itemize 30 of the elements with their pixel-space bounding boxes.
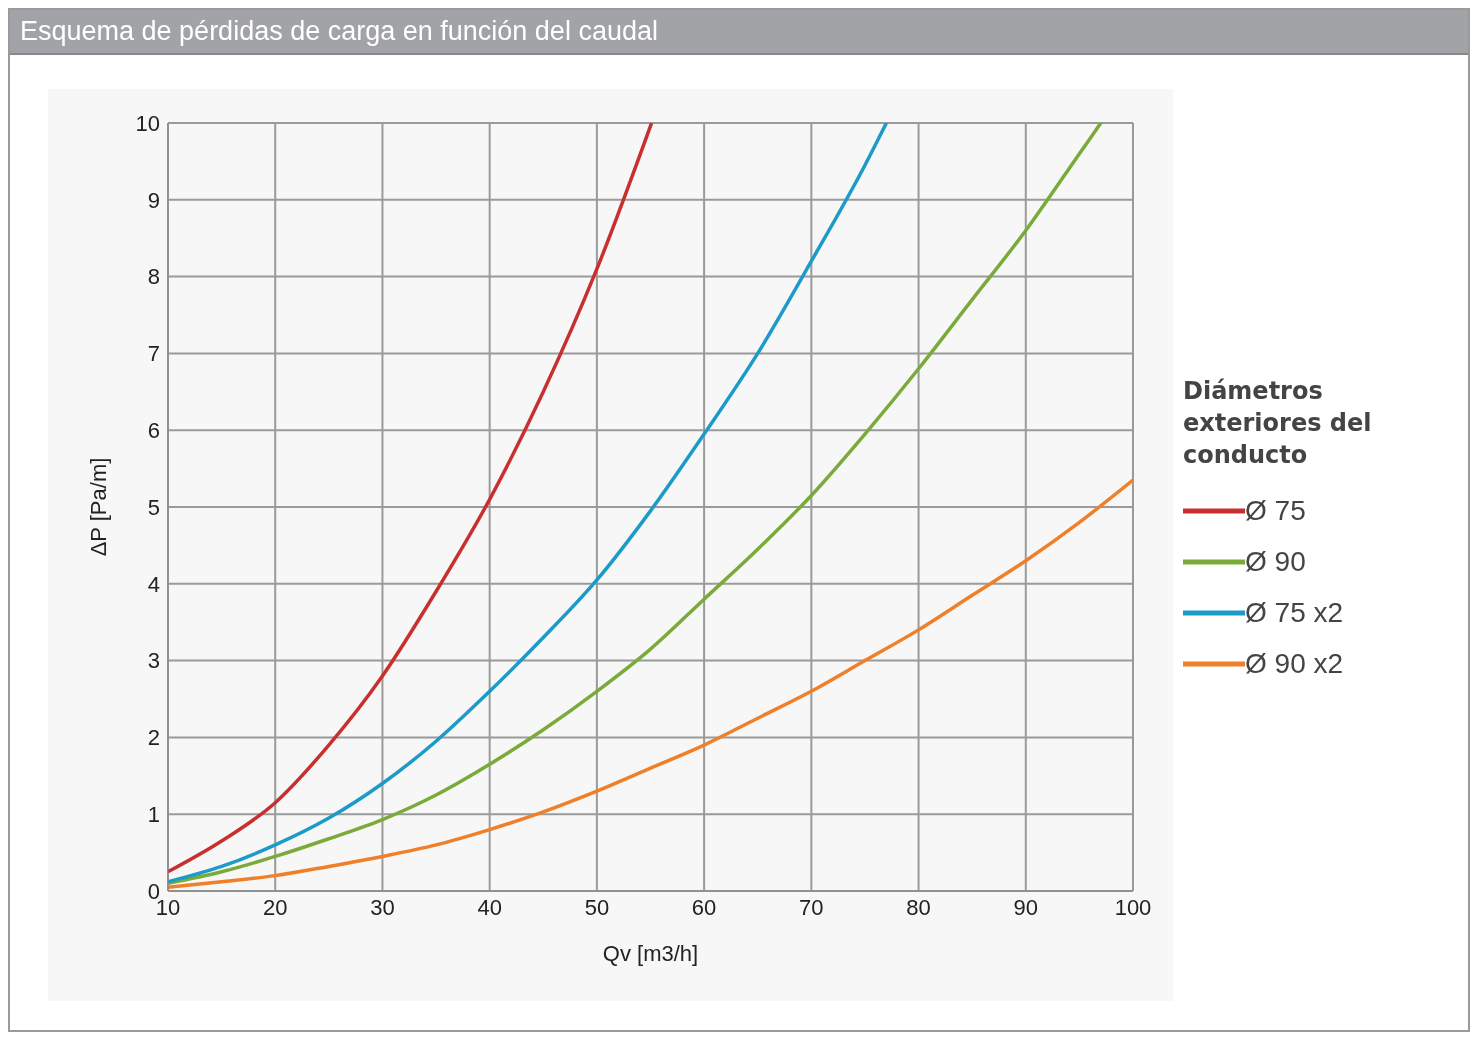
y-tick-label: 10 [135, 110, 160, 136]
y-tick-label: 3 [147, 648, 160, 674]
line-series [168, 123, 1103, 886]
legend-label: Ø 90 x2 [1245, 647, 1344, 680]
y-tick-label: 7 [147, 341, 160, 367]
y-axis-title: ΔP [Pa/m] [85, 457, 111, 557]
x-tick-label: 70 [799, 894, 824, 920]
chart-title: Esquema de pérdidas de carga en función del caudal [10, 10, 1468, 55]
x-tick-label: 60 [691, 894, 717, 920]
line-series [168, 123, 889, 884]
legend-label: Ø 75 [1245, 494, 1306, 527]
line-series [168, 123, 654, 874]
x-tick-label: 90 [1013, 894, 1039, 920]
x-tick-label: 80 [906, 894, 931, 920]
y-tick-label: 5 [147, 494, 160, 520]
y-tick-label: 6 [147, 418, 160, 444]
y-tick-label: 4 [147, 571, 160, 597]
y-tick-label: 1 [147, 802, 160, 828]
y-tick-label: 2 [147, 725, 160, 751]
legend-label: Ø 75 x2 [1245, 596, 1344, 629]
x-tick-label: 30 [370, 894, 395, 920]
legend-title: Diámetros exteriores del conducto [1183, 376, 1373, 471]
x-tick-label: 100 [1114, 894, 1152, 920]
x-axis-title: Qv [m3/h] [602, 941, 699, 966]
legend-label: Ø 90 [1245, 545, 1306, 578]
x-tick-label: 20 [262, 894, 288, 920]
x-tick-label: 50 [584, 894, 610, 920]
y-tick-label: 9 [147, 187, 160, 213]
y-tick-label: 8 [147, 264, 160, 290]
x-tick-label: 40 [477, 894, 502, 920]
